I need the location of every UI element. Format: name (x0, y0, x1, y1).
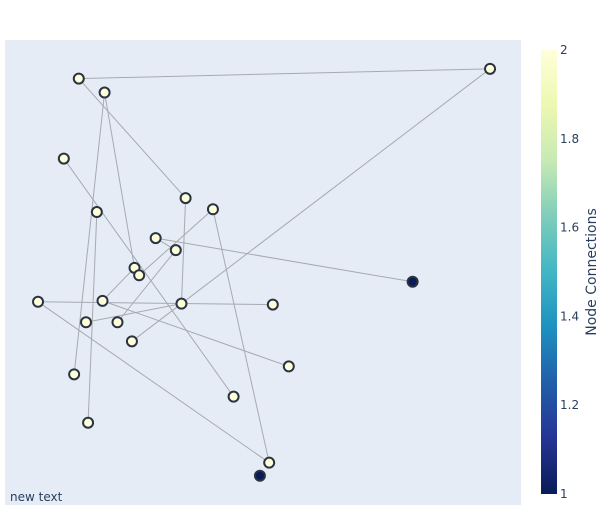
node-point[interactable] (282, 360, 295, 373)
annotation-text: new text (10, 490, 63, 504)
colorbar-tick-label: 1.6 (560, 221, 579, 235)
node-point[interactable] (253, 469, 266, 482)
edge-line (180, 198, 187, 304)
node-point[interactable] (90, 206, 103, 219)
edge-line (104, 92, 136, 268)
edge-line (87, 212, 98, 423)
node-point[interactable] (263, 456, 276, 469)
colorbar-tick-label: 1.2 (560, 398, 579, 412)
edge-line (78, 78, 186, 199)
colorbar: 1 1.2 1.4 1.6 1.8 2 Node Connections (541, 43, 600, 501)
node-point[interactable] (169, 244, 182, 257)
colorbar-tick-label: 1.4 (560, 309, 579, 323)
colorbar-scale (541, 50, 557, 494)
node-point[interactable] (175, 297, 188, 310)
node-point[interactable] (111, 316, 124, 329)
colorbar-tick-label: 2 (560, 43, 568, 57)
node-point[interactable] (57, 152, 70, 165)
edge-line (102, 300, 289, 367)
colorbar-ticks: 1 1.2 1.4 1.6 1.8 2 (560, 43, 579, 501)
edges-layer (37, 68, 491, 464)
node-point[interactable] (72, 72, 85, 85)
edge-line (138, 208, 214, 276)
edge-line (131, 68, 491, 342)
node-point[interactable] (484, 62, 497, 75)
node-point[interactable] (68, 368, 81, 381)
edge-line (85, 303, 182, 323)
node-point[interactable] (179, 192, 192, 205)
node-point[interactable] (206, 203, 219, 216)
nodes-layer (32, 62, 497, 482)
edge-line (38, 301, 273, 306)
node-point[interactable] (227, 390, 240, 403)
colorbar-tick-label: 1.8 (560, 132, 579, 146)
node-point[interactable] (32, 295, 45, 308)
edge-line (102, 267, 135, 302)
edge-line (212, 209, 270, 463)
node-point[interactable] (98, 86, 111, 99)
colorbar-tick-label: 1 (560, 487, 568, 501)
edge-line (78, 68, 491, 80)
node-point[interactable] (82, 416, 95, 429)
edge-line (37, 301, 270, 464)
colorbar-title: Node Connections (584, 208, 600, 336)
node-point[interactable] (125, 335, 138, 348)
edge-line (73, 92, 106, 375)
edge-line (63, 158, 234, 397)
edge-line (117, 249, 177, 323)
node-point[interactable] (406, 275, 419, 288)
node-point[interactable] (266, 298, 279, 311)
node-point[interactable] (149, 232, 162, 245)
node-point[interactable] (80, 316, 93, 329)
node-point[interactable] (96, 294, 109, 307)
node-point[interactable] (133, 269, 146, 282)
edge-line (155, 237, 413, 283)
